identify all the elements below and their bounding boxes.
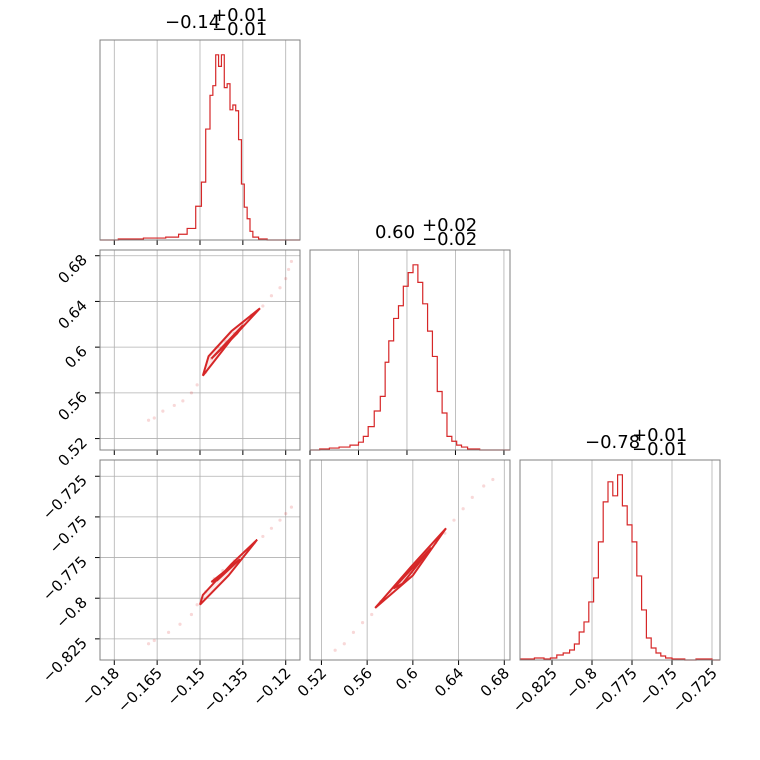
sample-point [289, 259, 294, 264]
sample-point [195, 383, 199, 387]
sample-point [195, 603, 199, 607]
x-tick-label: −0.12 [249, 664, 294, 709]
x-tick-label: 0.6 [392, 664, 422, 694]
panel-frame [99, 459, 301, 661]
y-tick-label: 0.64 [54, 297, 90, 333]
sample-point [482, 484, 486, 488]
y-tick-label: −0.725 [39, 471, 91, 523]
sample-point [342, 642, 346, 646]
histogram-step [100, 54, 300, 241]
sample-point [284, 512, 288, 516]
y-tick-label: 0.68 [54, 251, 90, 287]
y-tick-label: −0.8 [52, 593, 90, 631]
sample-point [181, 399, 185, 403]
y-tick-label: 0.52 [54, 434, 90, 470]
sample-point [261, 534, 265, 539]
sample-point [360, 621, 365, 625]
sample-point [286, 267, 291, 272]
x-tick-label: 0.56 [340, 664, 376, 700]
sample-point [152, 638, 156, 643]
hist-param-2: 0.60 +0.02−0.02 [309, 215, 511, 455]
x-tick-label: 0.68 [477, 664, 513, 700]
x-tick-label: −0.165 [114, 664, 166, 716]
panel-frame [519, 459, 721, 661]
sample-point [189, 391, 194, 395]
panel-frame [99, 249, 301, 451]
sample-point [172, 403, 176, 408]
sample-point [370, 612, 374, 617]
x-tick-label: −0.825 [509, 664, 561, 716]
sample-point [152, 416, 156, 420]
density-contour [210, 558, 241, 583]
sample-point [461, 507, 465, 511]
scatter-param1-param2: 0.52 0.56 0.6 0.64 0.68 [54, 249, 301, 470]
scatter-param1-param3: −0.725−0.75−0.775−0.8−0.825−0.18−0.165−0… [39, 459, 301, 716]
y-tick-label: 0.6 [61, 342, 91, 372]
sample-point [146, 418, 151, 422]
histogram-step [310, 264, 510, 451]
panel-title-upper-error: +0.01 [212, 5, 267, 26]
sample-point [189, 612, 194, 617]
panel-frame [309, 459, 511, 661]
panel-frame [99, 39, 301, 241]
panel-title-upper-error: +0.02 [422, 215, 477, 236]
sample-point [146, 642, 151, 646]
density-contour [374, 527, 447, 609]
panel-title: 0.60 [375, 222, 415, 243]
panel-title: −0.14 [165, 12, 220, 33]
sample-point [284, 276, 288, 281]
sample-point [452, 518, 456, 522]
density-contour [210, 324, 244, 360]
sample-point [278, 518, 282, 522]
x-tick-label: 0.52 [294, 664, 330, 700]
sample-point [351, 630, 356, 634]
sample-point [491, 477, 495, 482]
x-tick-label: −0.135 [200, 664, 252, 716]
density-contour [201, 307, 261, 377]
sample-point [278, 286, 282, 290]
sample-point [161, 409, 165, 413]
hist-param-3: −0.78+0.01−0.01−0.825 −0.8−0.775−0.75−0.7… [509, 425, 721, 716]
panel-title-lower-error: −0.01 [212, 19, 267, 40]
sample-point [289, 505, 294, 509]
panel-title-lower-error: −0.02 [422, 229, 477, 250]
density-contour [392, 547, 432, 590]
panel-frame [309, 249, 511, 451]
sample-point [333, 648, 337, 652]
y-tick-label: −0.825 [39, 634, 91, 686]
histogram-step [520, 474, 720, 661]
y-tick-label: 0.56 [54, 388, 90, 424]
panel-title: −0.78 [585, 432, 640, 453]
y-tick-label: −0.775 [39, 553, 91, 605]
x-tick-label: −0.725 [669, 664, 721, 716]
sample-point [166, 630, 171, 634]
scatter-param2-param3: 0.52 0.56 0.6 0.64 0.68 [294, 459, 513, 700]
sample-point [269, 294, 274, 298]
panel-title-upper-error: +0.01 [632, 425, 687, 446]
sample-point [269, 526, 274, 530]
hist-param-1: −0.14+0.01−0.01 [99, 5, 301, 245]
density-contour [199, 538, 258, 606]
x-tick-label: −0.775 [589, 664, 641, 716]
sample-point [470, 495, 474, 499]
x-tick-label: 0.64 [431, 664, 467, 700]
panel-title-lower-error: −0.01 [632, 439, 687, 460]
sample-point [261, 304, 265, 308]
sample-point [178, 622, 182, 626]
